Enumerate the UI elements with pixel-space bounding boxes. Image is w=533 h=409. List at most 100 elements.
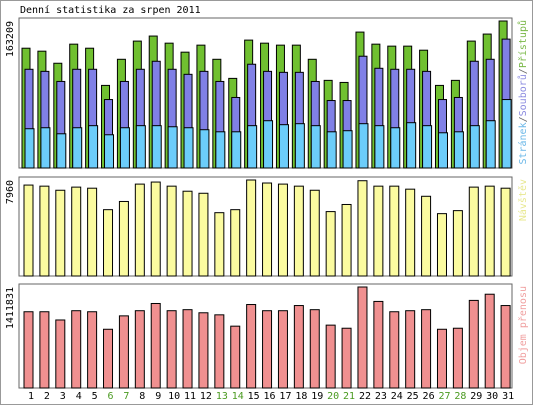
bar — [325, 211, 336, 277]
bar — [406, 122, 417, 169]
bar — [39, 311, 50, 389]
x-tick-label: 4 — [76, 391, 82, 402]
bar — [452, 210, 463, 277]
x-tick-label: 5 — [92, 391, 98, 402]
x-tick-label: 16 — [264, 391, 276, 402]
bar — [88, 125, 99, 169]
x-tick-label: 6 — [108, 391, 114, 402]
bar — [134, 310, 145, 389]
legend-entry: Objem přenosu — [517, 286, 529, 364]
bar — [485, 120, 496, 169]
x-tick-label: 2 — [44, 391, 50, 402]
bar — [103, 328, 114, 389]
y-tick-label: 163209 — [5, 21, 16, 57]
bar — [198, 192, 209, 277]
bar — [309, 189, 320, 277]
bar — [421, 195, 432, 277]
bar — [263, 120, 274, 169]
bar — [310, 125, 321, 169]
x-tick-label: 7 — [123, 391, 129, 402]
bar — [358, 123, 369, 169]
legend-entry: Stránek — [517, 122, 529, 164]
bar — [150, 302, 161, 389]
y-tick-label: 1411831 — [5, 287, 16, 329]
bar — [422, 125, 433, 169]
y-tick-label: 7960 — [5, 180, 16, 204]
bar — [484, 293, 495, 389]
bar — [183, 127, 194, 169]
bar — [198, 312, 209, 389]
bar — [182, 309, 193, 389]
x-tick-label: 8 — [139, 391, 145, 402]
bar — [87, 311, 98, 389]
bar — [71, 310, 82, 389]
bar — [277, 310, 288, 389]
bar — [326, 131, 337, 169]
bar — [501, 99, 512, 169]
x-tick-label: 20 — [327, 391, 339, 402]
bar — [23, 311, 34, 389]
bar — [374, 125, 385, 169]
bar — [56, 133, 67, 169]
bar — [357, 286, 368, 389]
bar — [167, 126, 178, 169]
bar — [325, 324, 336, 389]
bar — [118, 315, 129, 389]
bar — [230, 209, 241, 277]
bar — [119, 127, 130, 169]
x-tick-label: 23 — [375, 391, 387, 402]
bar — [231, 131, 242, 169]
bar — [453, 131, 464, 169]
x-tick-label: 31 — [502, 391, 514, 402]
legend: Stránek/Souborů/Přístupů — [517, 20, 529, 165]
bar — [23, 184, 34, 277]
bar — [277, 183, 288, 277]
bar — [468, 186, 479, 277]
legend-entry: Přístupů — [517, 20, 529, 68]
x-tick-label: 24 — [391, 391, 403, 402]
bar — [246, 179, 257, 277]
x-tick-label: 21 — [343, 391, 355, 402]
bar — [24, 128, 35, 169]
bar — [390, 127, 401, 169]
bar — [199, 129, 210, 169]
x-tick-label: 10 — [168, 391, 180, 402]
bar — [151, 125, 162, 169]
x-tick-label: 28 — [454, 391, 466, 402]
bar — [150, 181, 161, 277]
chart-title: Denní statistika za srpen 2011 — [20, 4, 201, 16]
bar — [55, 319, 66, 389]
bar — [389, 185, 400, 277]
bar — [215, 131, 226, 169]
bar — [373, 300, 384, 389]
x-tick-label: 9 — [155, 391, 161, 402]
legend: Objem přenosu — [517, 286, 529, 364]
bar — [134, 183, 145, 277]
bar — [278, 124, 289, 169]
x-tick-label: 11 — [184, 391, 196, 402]
bar — [40, 127, 51, 169]
bar — [405, 188, 416, 277]
x-tick-label: 27 — [438, 391, 450, 402]
bar — [262, 310, 273, 389]
bar — [421, 309, 432, 389]
bar — [262, 182, 273, 277]
x-tick-label: 19 — [311, 391, 323, 402]
x-tick-label: 17 — [279, 391, 291, 402]
bar — [246, 304, 257, 389]
legend-separator: / — [518, 116, 529, 122]
x-tick-label: 22 — [359, 391, 371, 402]
bar — [389, 311, 400, 389]
bar — [405, 310, 416, 389]
bar — [104, 134, 115, 169]
bar — [87, 187, 98, 277]
bar — [214, 212, 225, 277]
legend-entry: Souborů — [517, 74, 529, 116]
bar — [437, 132, 448, 169]
bar — [166, 185, 177, 277]
bar — [468, 299, 479, 389]
x-tick-label: 3 — [60, 391, 66, 402]
bar — [39, 185, 50, 277]
bar — [341, 327, 352, 389]
x-tick-label: 1 — [28, 391, 34, 402]
